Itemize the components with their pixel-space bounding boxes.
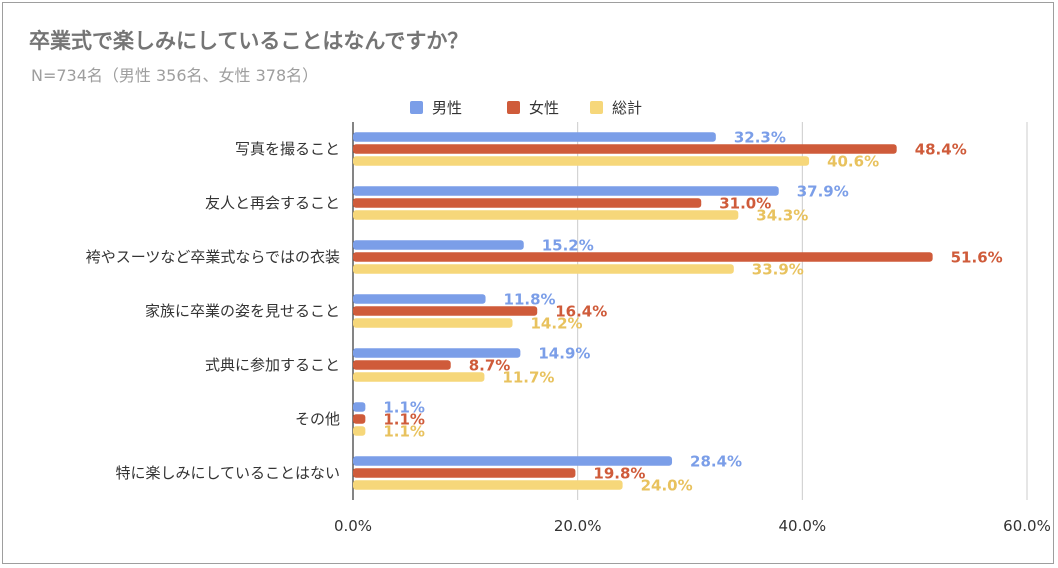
- bar-2: [353, 360, 451, 370]
- data-label: 14.9%: [538, 345, 590, 363]
- bar-2: [353, 468, 576, 478]
- chart-subtitle: N=734名（男性 356名、女性 378名）: [31, 66, 319, 85]
- x-tick-label: 60.0%: [1003, 517, 1051, 535]
- data-label: 37.9%: [797, 183, 849, 201]
- x-tick-label: 20.0%: [554, 517, 602, 535]
- data-label: 1.1%: [383, 411, 425, 429]
- data-label: 14.2%: [531, 315, 583, 333]
- data-label: 11.7%: [502, 369, 554, 387]
- data-label: 32.3%: [734, 129, 786, 147]
- data-label: 1.1%: [383, 423, 425, 441]
- data-label: 31.0%: [719, 195, 771, 213]
- bar-3: [353, 210, 739, 220]
- bar-3: [353, 372, 485, 382]
- x-tick-label: 40.0%: [779, 517, 827, 535]
- category-label: 特に楽しみにしていることはない: [115, 464, 340, 482]
- bar-1: [353, 294, 486, 304]
- bar-2: [353, 144, 897, 154]
- data-label: 51.6%: [951, 249, 1003, 267]
- data-label: 15.2%: [542, 237, 594, 255]
- bar-3: [353, 156, 810, 166]
- category-label: 家族に卒業の姿を見せること: [145, 302, 340, 320]
- bar-3: [353, 264, 734, 274]
- legend-label-1: 男性: [432, 99, 462, 117]
- data-label: 34.3%: [756, 207, 808, 225]
- bar-3: [353, 318, 513, 328]
- data-label: 1.1%: [383, 399, 425, 417]
- bar-2: [353, 252, 933, 262]
- legend-label-2: 女性: [529, 99, 559, 117]
- bar-1: [353, 456, 673, 466]
- data-label: 19.8%: [593, 465, 645, 483]
- bar-1: [353, 186, 779, 196]
- bar-2: [353, 306, 538, 316]
- data-label: 40.6%: [827, 153, 879, 171]
- category-label: その他: [295, 410, 340, 428]
- x-tick-label: 0.0%: [334, 517, 372, 535]
- data-label: 48.4%: [915, 141, 967, 159]
- bar-1: [353, 240, 524, 250]
- bar-2: [353, 198, 702, 208]
- data-label: 24.0%: [641, 477, 693, 495]
- chart-title: 卒業式で楽しみにしていることはなんですか？: [29, 29, 469, 53]
- legend-swatch-3: [590, 101, 603, 114]
- data-label: 11.8%: [504, 291, 556, 309]
- bar-3: [353, 480, 623, 490]
- legend-swatch-1: [410, 101, 423, 114]
- category-label: 袴やスーツなど卒業式ならではの衣装: [86, 248, 340, 266]
- data-label: 28.4%: [690, 453, 742, 471]
- category-label: 友人と再会すること: [205, 194, 340, 212]
- legend-label-3: 総計: [612, 99, 642, 117]
- bar-1: [353, 132, 716, 142]
- bar-1: [353, 402, 366, 412]
- data-label: 16.4%: [555, 303, 607, 321]
- bar-2: [353, 414, 366, 424]
- bar-1: [353, 348, 521, 358]
- data-label: 8.7%: [469, 357, 511, 375]
- legend-swatch-2: [507, 101, 520, 114]
- category-label: 写真を撮ること: [235, 140, 340, 158]
- bar-3: [353, 426, 366, 436]
- category-label: 式典に参加すること: [205, 356, 340, 374]
- data-label: 33.9%: [752, 261, 804, 279]
